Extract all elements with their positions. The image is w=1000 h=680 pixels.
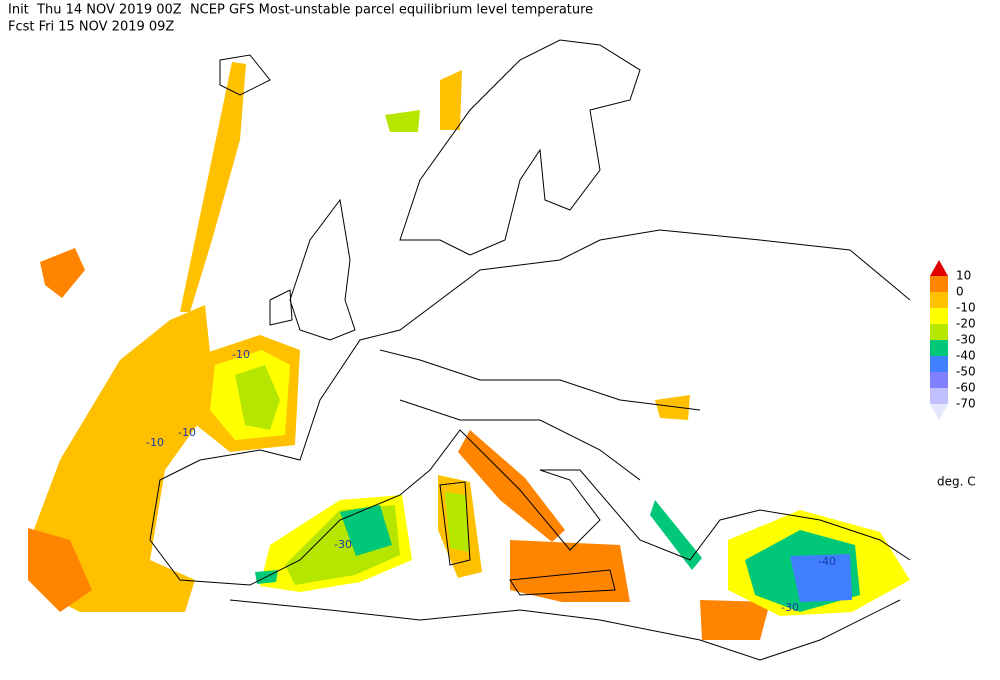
- patch: [40, 248, 85, 298]
- patch: [180, 62, 246, 312]
- legend-label: -60: [956, 381, 976, 395]
- patch: [440, 70, 462, 130]
- coastlines: [149, 39, 911, 661]
- legend-label: 0: [956, 285, 964, 299]
- legend-label: -50: [956, 365, 976, 379]
- field-patches: [28, 62, 910, 640]
- contour-label: -40: [818, 555, 836, 568]
- patch: [700, 600, 770, 640]
- legend-unit: deg. C: [937, 475, 976, 489]
- patch: [28, 528, 92, 612]
- patch: [790, 554, 852, 602]
- legend: 10 0 -10 -20 -30 -40 -50 -60 -70: [930, 260, 976, 420]
- legend-swatch: [930, 308, 948, 324]
- header-line1: Init Thu 14 NOV 2019 00Z NCEP GFS Most-u…: [8, 3, 593, 18]
- coastline: [439, 481, 616, 596]
- legend-label: -10: [956, 301, 976, 315]
- coastline: [379, 349, 701, 481]
- legend-swatch: [930, 324, 948, 340]
- coastline: [229, 599, 901, 661]
- patch: [235, 365, 280, 430]
- legend-triangle: [930, 404, 948, 420]
- legend-label: -40: [956, 349, 976, 363]
- coastline: [269, 198, 356, 341]
- legend-swatch: [930, 276, 948, 292]
- contour-label: -10: [232, 348, 250, 361]
- legend-label: -70: [956, 397, 976, 411]
- contour-label: -30: [334, 538, 352, 551]
- legend-triangle: [930, 260, 948, 276]
- patch: [510, 540, 630, 602]
- contour-label: -30: [781, 601, 799, 614]
- coastline: [399, 39, 641, 256]
- legend-swatch: [930, 356, 948, 372]
- contour-label: -10: [146, 436, 164, 449]
- contour-labels: -10 -10 -10 -30 -40 -30: [146, 348, 836, 614]
- legend-swatch: [930, 372, 948, 388]
- patch: [650, 500, 702, 570]
- patch: [458, 430, 565, 542]
- legend-swatch: [930, 388, 948, 404]
- coastline: [149, 229, 911, 586]
- patch: [385, 110, 420, 132]
- patch: [340, 505, 392, 556]
- legend-swatch: [930, 340, 948, 356]
- legend-label: 10: [956, 269, 971, 283]
- legend-label: -20: [956, 317, 976, 331]
- patch: [30, 305, 215, 612]
- coastline: [219, 54, 271, 96]
- legend-swatch: [930, 292, 948, 308]
- patch: [655, 395, 690, 420]
- legend-label: -30: [956, 333, 976, 347]
- patch: [445, 492, 470, 552]
- header-line2: Fcst Fri 15 NOV 2019 09Z: [8, 20, 174, 35]
- contour-label: -10: [178, 426, 196, 439]
